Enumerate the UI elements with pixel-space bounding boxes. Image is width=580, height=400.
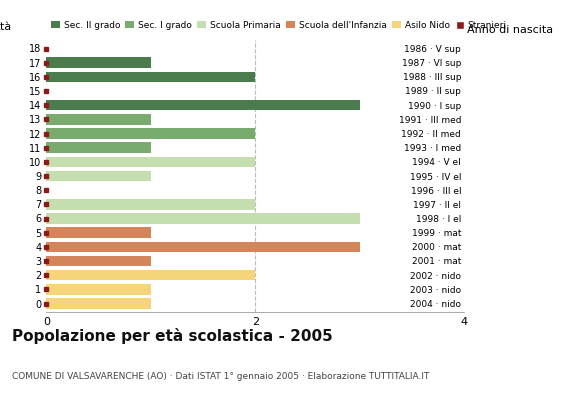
Bar (46, 156, 255, 167)
Bar (46, 284, 151, 295)
Legend: Sec. II grado, Sec. I grado, Scuola Primaria, Scuola dell'Infanzia, Asilo Nido, : Sec. II grado, Sec. I grado, Scuola Prim… (51, 21, 507, 30)
Bar (46, 142, 151, 153)
Bar (46, 199, 255, 210)
Bar (46, 270, 255, 280)
Bar (46, 171, 151, 181)
Text: Anno di nascita: Anno di nascita (467, 24, 553, 34)
Bar (46, 114, 151, 125)
Bar (46, 256, 151, 266)
Bar (46, 72, 255, 82)
Bar (46, 242, 360, 252)
Bar (46, 213, 360, 224)
Text: Popolazione per età scolastica - 2005: Popolazione per età scolastica - 2005 (12, 328, 332, 344)
Bar (46, 227, 151, 238)
Text: COMUNE DI VALSAVARENCHE (AO) · Dati ISTAT 1° gennaio 2005 · Elaborazione TUTTITA: COMUNE DI VALSAVARENCHE (AO) · Dati ISTA… (12, 372, 429, 381)
Bar (46, 100, 360, 110)
Bar (46, 298, 151, 309)
Bar (46, 57, 151, 68)
Text: Età: Età (0, 22, 12, 32)
Bar (46, 128, 255, 139)
